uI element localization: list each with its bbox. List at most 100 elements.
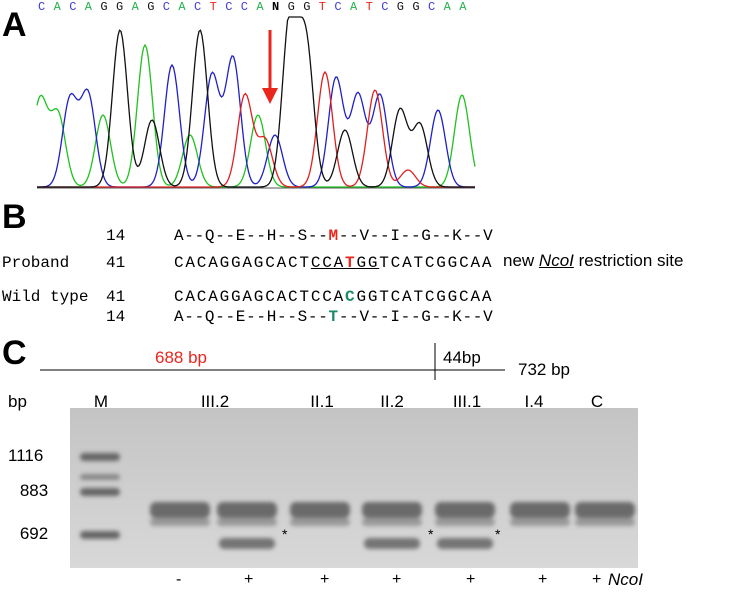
lane-label: C [590, 392, 604, 411]
sequence-base: T [318, 0, 326, 14]
sequence-base: N [272, 0, 280, 14]
sequence-base: C [69, 0, 77, 14]
trace [37, 55, 475, 188]
sequence-base: C [38, 0, 46, 14]
sequence-base: A [84, 0, 92, 14]
panel-label: A [2, 6, 27, 44]
fragment-label: 44bp [443, 348, 481, 367]
mutant-base: T [345, 254, 357, 272]
sequence-base: A [53, 0, 61, 14]
asterisk: * [428, 526, 434, 542]
band-faint [575, 518, 635, 526]
sequence-base: A [178, 0, 186, 14]
asterisk: * [495, 526, 501, 542]
sequence-base: C [225, 0, 233, 14]
sequence-base: G [147, 0, 155, 14]
band [435, 502, 495, 518]
sequence-base: A [350, 0, 358, 14]
lane-label: II.2 [380, 392, 404, 411]
digest-label: - [176, 571, 182, 588]
position-number: 41 [106, 254, 126, 272]
seq-segment: GG [356, 254, 380, 272]
site-segment: CCATGG [311, 254, 379, 272]
seq-segment: CCA [310, 254, 346, 272]
digest-label: + [592, 571, 602, 588]
band [150, 502, 210, 518]
total-label: 732 bp [518, 360, 570, 379]
sequence-base: T [365, 0, 373, 14]
size-marker: 883 [19, 481, 49, 500]
panel-label: C [2, 334, 27, 372]
sequence-base: C [240, 0, 248, 14]
asterisk: * [282, 526, 288, 542]
fragment-label: 688 bp [155, 348, 207, 367]
band-group [80, 453, 635, 549]
marker-band [80, 453, 120, 461]
digest-label: + [466, 571, 476, 588]
wild-residue: T [328, 308, 339, 326]
lane-label: I.4 [524, 392, 544, 411]
cut-band [437, 538, 493, 549]
note-text: new [503, 251, 535, 270]
arrow-head [262, 88, 278, 104]
band-faint [510, 518, 570, 526]
band-faint [435, 518, 495, 526]
band-faint [362, 518, 422, 526]
sequence-base: C [194, 0, 202, 14]
dna-sequence: CACAGGAGCACTCCATGGTCATCGGCAA [174, 254, 493, 272]
band [290, 502, 350, 518]
gel-background [70, 408, 638, 568]
row-name: Wild type [2, 288, 89, 306]
protein-sequence: A--Q--E--H--S--T--V--I--G--K--V [174, 308, 493, 326]
position-number: 14 [106, 227, 126, 245]
seq-segment: A--Q--E--H--S-- [174, 227, 329, 245]
sequence-base: A [443, 0, 451, 14]
digest-label: + [244, 571, 254, 588]
dna-sequence: CACAGGAGCACTCCACGGTCATCGGCAA [174, 288, 493, 306]
digest-label: + [320, 571, 330, 588]
marker-band [80, 531, 120, 539]
lane-label: III.2 [200, 392, 230, 411]
lane-label: III.1 [452, 392, 482, 411]
band-faint [150, 518, 210, 526]
seq-segment: CACAGGAGCACTCCA [174, 288, 346, 306]
sequence-base: C [428, 0, 436, 14]
digest-label: + [538, 571, 548, 588]
panel-label: B [2, 198, 27, 236]
lane-label: II.1 [310, 392, 334, 411]
note-text: restriction site [578, 251, 684, 270]
row-name: Proband [2, 254, 70, 272]
enzyme-name: NcoI [538, 251, 574, 270]
mutant-residue: M [328, 227, 339, 245]
sequence-base: A [459, 0, 467, 14]
band [575, 502, 635, 518]
trace [37, 70, 475, 188]
digest-label: + [392, 571, 402, 588]
seq-segment: --V--I--G--K--V [338, 227, 494, 245]
seq-segment: CACAGGAGCACT [174, 254, 311, 272]
sequence-base: G [100, 0, 108, 14]
trace [36, 43, 476, 188]
marker-band [80, 474, 120, 480]
size-marker: 692 [19, 524, 49, 543]
band-faint [290, 518, 350, 526]
sequence-base: C [381, 0, 389, 14]
seq-segment: GGTCATCGGCAA [356, 288, 494, 306]
chromatogram [36, 16, 476, 189]
position-number: 14 [106, 308, 126, 326]
sequence-base: G [396, 0, 404, 14]
band-faint [217, 518, 277, 526]
band [362, 502, 422, 518]
sequence-base: G [287, 0, 295, 14]
protein-sequence: A--Q--E--H--S--M--V--I--G--K--V [174, 227, 493, 245]
wild-base: C [345, 288, 357, 306]
sequence-base: A [131, 0, 139, 14]
sequence-base: G [116, 0, 124, 14]
cut-band [219, 538, 275, 549]
amplicon-map [40, 343, 505, 380]
size-marker: 1116 [8, 446, 44, 465]
marker-band [80, 488, 120, 496]
sequence-base: C [162, 0, 170, 14]
